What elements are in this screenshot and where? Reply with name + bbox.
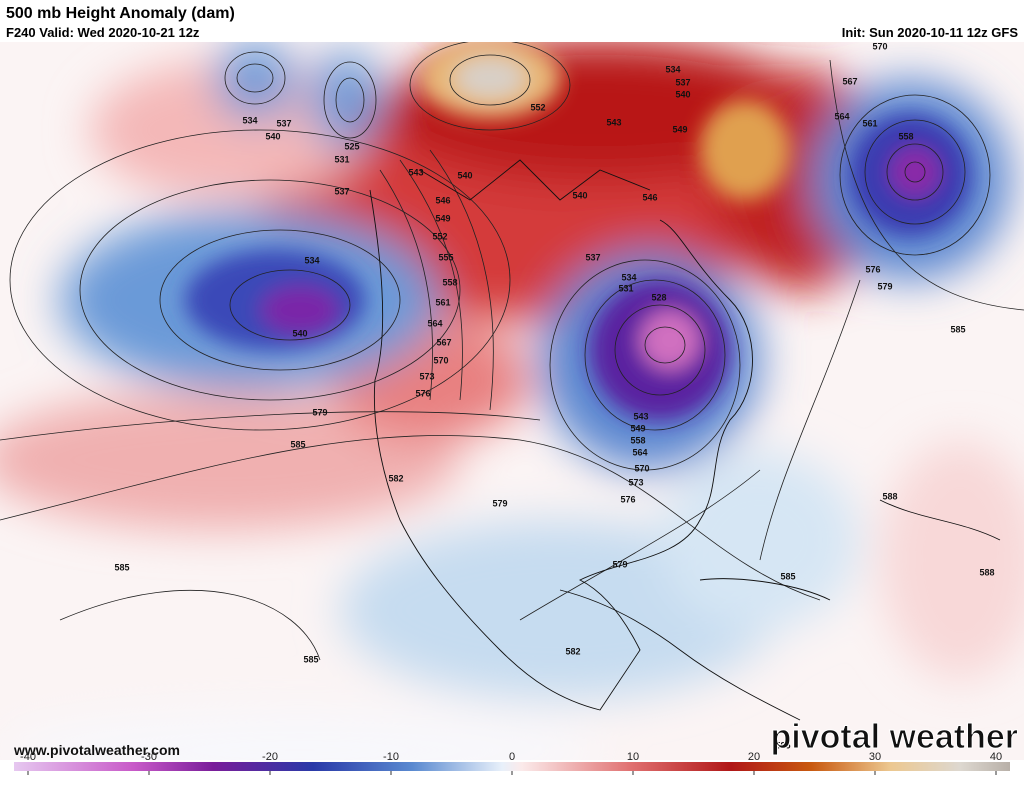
contour-label: 561 (862, 118, 877, 128)
contour-label: 588 (882, 491, 897, 501)
contour-label: 537 (585, 252, 600, 262)
contour-label: 558 (630, 435, 645, 445)
contour-label: 570 (634, 463, 649, 473)
contour-label: 540 (457, 170, 472, 180)
contour-label: 537 (334, 186, 349, 196)
contour-label: 534 (621, 272, 636, 282)
contour-label: 528 (651, 292, 666, 302)
contour-label: 531 (618, 283, 633, 293)
contour-label: 549 (435, 213, 450, 223)
contour-label: 570 (433, 355, 448, 365)
contour-label: 534 (242, 115, 257, 125)
contour-label: 573 (419, 371, 434, 381)
contour-label: 534 (304, 255, 319, 265)
contour-label: 543 (408, 167, 423, 177)
contour-label: 582 (565, 646, 580, 656)
contour-label: 564 (834, 111, 849, 121)
colorbar (14, 762, 1010, 771)
contour-label: 540 (572, 190, 587, 200)
contour-label: 537 (675, 77, 690, 87)
colorbar-tick-label: -20 (262, 751, 278, 763)
colorbar-tick-label: 10 (627, 751, 639, 763)
contour-label: 546 (435, 195, 450, 205)
colorbar-ticks: -40 -30 -20 -10 0 10 20 30 40 (20, 751, 1002, 775)
contour-label: 543 (606, 117, 621, 127)
contour-label: 564 (632, 447, 647, 457)
contour-label: 585 (303, 654, 318, 664)
contour-label: 576 (865, 264, 880, 274)
contour-label: 582 (388, 473, 403, 483)
contour-label: 576 (620, 494, 635, 504)
contour-label: 555 (438, 252, 453, 262)
contour-label: 558 (898, 131, 913, 141)
contour-label: 585 (775, 740, 790, 750)
contour-label: 537 (276, 118, 291, 128)
contour-label: 549 (630, 423, 645, 433)
colorbar-tick-label: -40 (20, 751, 36, 763)
contour-label: 579 (877, 281, 892, 291)
colorbar-tick-label: 0 (509, 751, 515, 763)
contour-label: 540 (292, 328, 307, 338)
contour-label: 570 (872, 41, 887, 51)
init-time: Init: Sun 2020-10-11 12z GFS (842, 25, 1019, 40)
contour-label: 540 (675, 89, 690, 99)
contour-label: 579 (492, 498, 507, 508)
contour-label: 552 (530, 102, 545, 112)
colorbar-tick-label: -10 (383, 751, 399, 763)
colorbar-tick-label: -30 (141, 751, 157, 763)
contour-label: 540 (265, 131, 280, 141)
contour-label: 576 (415, 388, 430, 398)
contour-label: 585 (290, 439, 305, 449)
contour-label: 585 (780, 571, 795, 581)
height-contours (0, 42, 1024, 661)
colorbar-tick-label: 20 (748, 751, 760, 763)
contour-label: 534 (665, 64, 680, 74)
contour-label: 588 (979, 567, 994, 577)
contour-label: 579 (612, 559, 627, 569)
contour-label: 585 (114, 562, 129, 572)
contour-label: 552 (432, 231, 447, 241)
contour-label: 561 (435, 297, 450, 307)
contour-label: 546 (642, 192, 657, 202)
contour-label: 525 (344, 141, 359, 151)
title: 500 mb Height Anomaly (dam) (6, 5, 235, 22)
contour-label: 531 (334, 154, 349, 164)
contour-label: 579 (312, 407, 327, 417)
colorbar-tick-label: 40 (990, 751, 1002, 763)
contour-labels: 534 537 540 525 531 537 534 540 579 585 582 585 585 5… (114, 41, 994, 750)
contour-label: 573 (628, 477, 643, 487)
contour-label: 567 (842, 76, 857, 86)
coastlines (369, 159, 1001, 721)
valid-time: F240 Valid: Wed 2020-10-21 12z (6, 25, 200, 40)
brand-logo: pivotal weather (770, 718, 1018, 756)
website: www.pivotalweather.com (13, 742, 180, 758)
contour-label: 564 (427, 318, 442, 328)
map (0, 42, 1024, 760)
contour-label: 549 (672, 124, 687, 134)
contour-label: 543 (633, 411, 648, 421)
contour-label: 585 (950, 324, 965, 334)
anomaly-cores (185, 42, 970, 420)
contour-label: 558 (442, 277, 457, 287)
colorbar-tick-label: 30 (869, 751, 881, 763)
contour-label: 567 (436, 337, 451, 347)
